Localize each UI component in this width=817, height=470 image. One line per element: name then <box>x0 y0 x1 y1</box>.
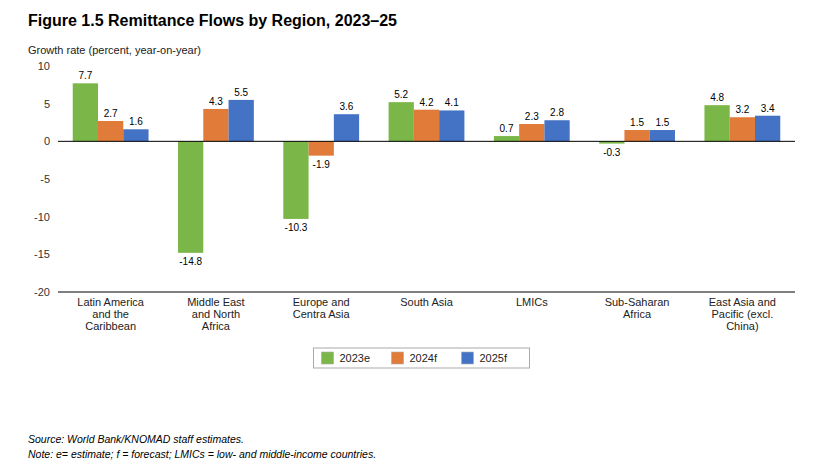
bar <box>544 120 569 141</box>
data-label: 7.7 <box>78 70 92 81</box>
data-label: 4.3 <box>209 96 223 107</box>
data-label: 1.5 <box>655 117 669 128</box>
x-tick-label-line: Centra Asia <box>293 308 351 320</box>
y-tick-label: -15 <box>34 248 50 260</box>
legend-swatch <box>322 352 334 364</box>
bar <box>334 114 359 141</box>
footnote: Note: e= estimate; f = forecast; LMICs =… <box>28 448 376 460</box>
bar <box>389 102 414 141</box>
x-tick-label: South Asia <box>400 296 453 308</box>
x-tick-label: Latin Americaand theCaribbean <box>77 296 145 332</box>
bar <box>203 109 228 141</box>
x-tick-label: LMICs <box>516 296 548 308</box>
x-tick-label: Europe andCentra Asia <box>293 296 351 320</box>
data-label: 4.1 <box>445 97 459 108</box>
x-tick-label: Middle Eastand NorthAfrica <box>187 296 244 332</box>
x-tick-label-line: Africa <box>202 320 231 332</box>
bar <box>309 141 334 155</box>
y-tick-label: 10 <box>38 60 50 72</box>
data-label: 2.8 <box>550 107 564 118</box>
data-label: -1.9 <box>313 159 331 170</box>
x-tick-label-line: Pacific (excl. <box>711 308 773 320</box>
data-label: -14.8 <box>179 256 202 267</box>
x-tick-label-line: Caribbean <box>85 320 136 332</box>
data-label: 3.2 <box>735 104 749 115</box>
x-tick-label-line: Middle East <box>187 296 244 308</box>
x-tick-label-line: Europe and <box>293 296 350 308</box>
legend: 2023e 2024f 2025f <box>314 348 530 368</box>
x-axis-line <box>58 292 795 293</box>
data-label: 2.7 <box>104 108 118 119</box>
legend-frame <box>314 348 530 368</box>
footnote: Source: World Bank/KNOMAD staff estimate… <box>28 433 244 445</box>
bar <box>755 116 780 142</box>
bar <box>519 124 544 141</box>
y-tick-label: -10 <box>34 211 50 223</box>
y-tick-label: -5 <box>40 173 50 185</box>
x-tick-label-line: LMICs <box>516 296 548 308</box>
data-label: 5.5 <box>234 87 248 98</box>
x-tick-label: Sub-SaharanAfrica <box>605 296 670 320</box>
data-label: -0.3 <box>603 147 621 158</box>
x-tick-label-line: Sub-Saharan <box>605 296 670 308</box>
chart-root: Figure 1.5 Remittance Flows by Region, 2… <box>0 0 817 470</box>
data-label: 3.4 <box>761 103 775 114</box>
bar <box>283 141 308 219</box>
bar <box>730 117 755 141</box>
data-label: 1.5 <box>630 117 644 128</box>
data-label: 4.2 <box>420 97 434 108</box>
y-ticks: -20 -15 -10 -5 0 5 10 <box>34 60 50 298</box>
x-tick-label-line: China) <box>726 320 758 332</box>
x-tick-label-line: and North <box>192 308 240 320</box>
bar <box>98 121 123 141</box>
legend-swatch <box>462 352 474 364</box>
x-tick-label: East Asia andPacific (excl.China) <box>709 296 776 332</box>
bar <box>229 100 254 141</box>
x-tick-label-line: and the <box>92 308 129 320</box>
zero-line <box>58 141 795 142</box>
y-tick-label: -20 <box>34 286 50 298</box>
y-axis-label: Growth rate (percent, year-on-year) <box>28 44 201 56</box>
bar <box>178 141 203 252</box>
data-label: 4.8 <box>710 92 724 103</box>
data-label: -10.3 <box>285 222 308 233</box>
bar <box>73 83 98 141</box>
x-tick-label-line: Africa <box>623 308 652 320</box>
data-label: 3.6 <box>340 101 354 112</box>
data-label: 0.7 <box>500 123 514 134</box>
data-label: 1.6 <box>129 116 143 127</box>
legend-swatch <box>392 352 404 364</box>
bar <box>494 136 519 141</box>
bar <box>439 110 464 141</box>
bars <box>73 83 781 253</box>
bar <box>704 105 729 141</box>
y-tick-label: 0 <box>44 135 50 147</box>
bar <box>650 130 675 141</box>
bar <box>123 129 148 141</box>
legend-label: 2025f <box>480 352 508 364</box>
legend-label: 2024f <box>410 352 438 364</box>
chart-title: Figure 1.5 Remittance Flows by Region, 2… <box>28 12 397 29</box>
x-tick-labels: Latin Americaand theCaribbean Middle East… <box>77 296 776 332</box>
data-label: 5.2 <box>394 89 408 100</box>
data-labels: 7.7 -14.8 -10.3 5.2 0.7 -0.3 4.8 2.7 4.3 -1.9 4.2 2… <box>78 70 775 267</box>
y-tick-label: 5 <box>44 98 50 110</box>
bar <box>414 110 439 142</box>
x-tick-label-line: South Asia <box>400 296 453 308</box>
legend-label: 2023e <box>340 352 371 364</box>
x-tick-label-line: Latin America <box>77 296 145 308</box>
x-tick-label-line: East Asia and <box>709 296 776 308</box>
bar <box>624 130 649 141</box>
background <box>0 0 817 470</box>
data-label: 2.3 <box>525 111 539 122</box>
